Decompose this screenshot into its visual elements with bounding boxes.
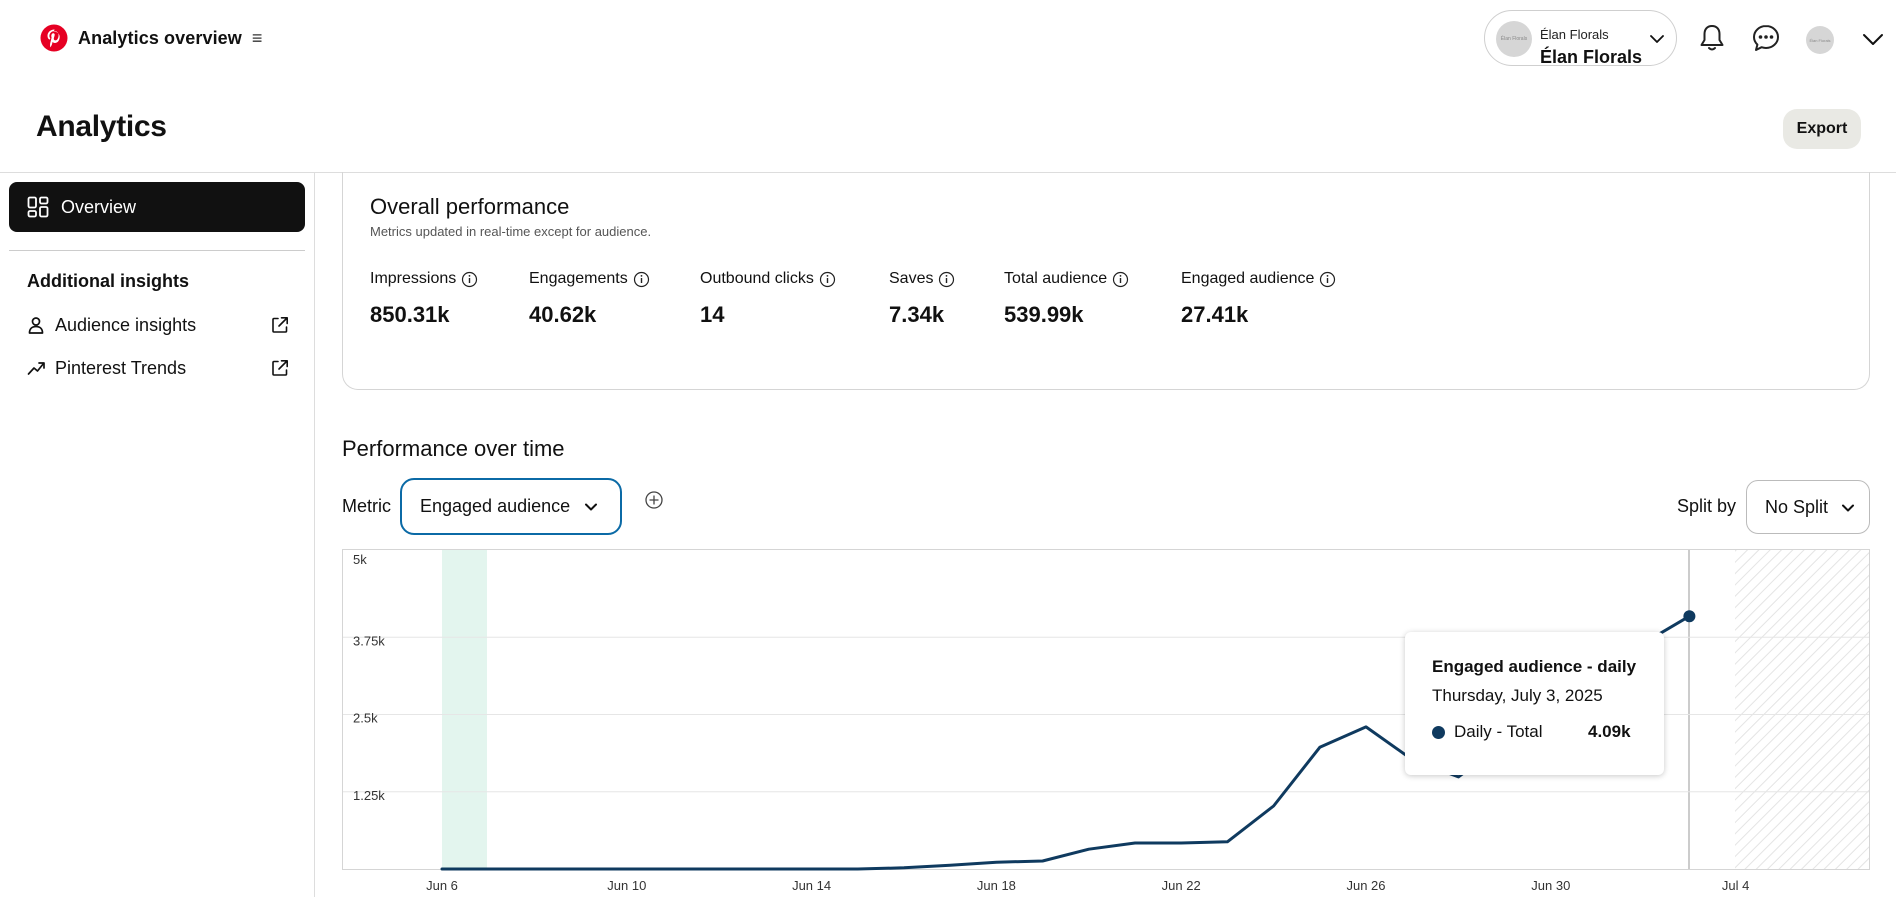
metric-value: 850.31k (370, 302, 450, 327)
page-title: Analytics (36, 110, 167, 143)
y-tick-label: 2.5k (353, 711, 378, 726)
sidebar-item-label: Overview (61, 196, 137, 217)
bell-icon (1700, 25, 1724, 51)
metric-saves: Saves 7.34k (889, 270, 955, 328)
chevron-down-icon (585, 503, 598, 510)
info-icon[interactable] (633, 271, 650, 288)
metric-value: 14 (700, 302, 725, 327)
split-by-value: No Split (1765, 496, 1829, 517)
chevron-down-icon (1650, 35, 1664, 43)
x-tick-label: Jul 4 (1722, 878, 1749, 893)
external-link-icon (272, 317, 288, 333)
info-icon[interactable] (819, 271, 836, 288)
chat-icon (1753, 25, 1779, 51)
series-dot-icon (1432, 726, 1445, 739)
trend-icon (27, 362, 45, 375)
tooltip-date: Thursday, July 3, 2025 (1432, 686, 1603, 705)
overall-performance-subtitle: Metrics updated in real-time except for … (370, 224, 652, 239)
x-tick-label: Jun 14 (792, 878, 831, 893)
y-tick-label: 5k (353, 552, 367, 567)
sidebar-item-pinterest-trends[interactable]: Pinterest Trends (27, 353, 289, 383)
export-button[interactable]: Export (1783, 109, 1861, 149)
metric-label: Engagements (529, 270, 628, 287)
chevron-down-icon (1842, 504, 1854, 512)
metric-label: Engaged audience (1181, 270, 1315, 287)
user-avatar[interactable]: Élan Florals (1806, 26, 1834, 54)
metric-label: Saves (889, 270, 934, 287)
metric-value: 40.62k (529, 302, 597, 327)
metric-engagements: Engagements 40.62k (529, 270, 650, 328)
tooltip-value: 4.09k (1588, 722, 1631, 741)
info-icon[interactable] (1112, 271, 1129, 288)
person-icon (28, 317, 44, 334)
app-title: Analytics overview (78, 27, 242, 48)
sidebar-item-audience-insights[interactable]: Audience insights (27, 310, 289, 340)
sidebar-item-label: Audience insights (55, 314, 197, 335)
y-tick-label: 3.75k (353, 633, 385, 648)
metric-label: Total audience (1004, 270, 1108, 287)
overall-performance-title: Overall performance (370, 194, 570, 219)
notifications-button[interactable] (1692, 18, 1732, 58)
overall-performance-card (342, 172, 1870, 390)
metric-value: 7.34k (889, 302, 945, 327)
metric-select-label: Metric (342, 496, 391, 516)
chart-highlight-band (442, 550, 487, 869)
external-link-icon (272, 360, 288, 376)
chart-tooltip: Engaged audience - daily Thursday, July … (1405, 632, 1664, 775)
future-hatch-area (1735, 550, 1869, 869)
add-metric-icon[interactable] (644, 490, 664, 510)
brand: Analytics overview ≡ (40, 24, 262, 52)
metric-value: 27.41k (1181, 302, 1249, 327)
info-icon[interactable] (938, 271, 955, 288)
sidebar-item-label: Pinterest Trends (55, 357, 187, 378)
metric-select-value: Engaged audience (420, 496, 571, 516)
pinterest-logo-icon[interactable] (40, 24, 68, 52)
avatar-logo-text: Élan Florals (1809, 37, 1831, 43)
x-tick-label: Jun 22 (1162, 878, 1201, 893)
header-divider (0, 172, 1896, 173)
y-tick-label: 1.25k (353, 788, 385, 803)
metric-select[interactable]: Engaged audience (400, 478, 622, 535)
metric-label: Impressions (370, 270, 457, 287)
metric-outbound-clicks: Outbound clicks 14 (700, 270, 836, 328)
performance-over-time-title: Performance over time (342, 436, 565, 461)
x-tick-label: Jun 18 (977, 878, 1016, 893)
account-avatar: Élan Florals (1496, 21, 1532, 57)
sidebar-divider (9, 250, 305, 251)
metric-value: 539.99k (1004, 302, 1084, 327)
split-by-select[interactable]: No Split (1746, 480, 1870, 534)
metric-impressions: Impressions 850.31k (370, 270, 478, 328)
data-point-marker (1683, 610, 1696, 623)
dashboard-icon (27, 196, 49, 218)
account-name: Élan Florals (1540, 47, 1643, 67)
sidebar-item-overview[interactable]: Overview (9, 182, 305, 232)
sidebar-divider (314, 173, 315, 897)
top-bar: Analytics overview ≡ Élan Florals Élan F… (0, 0, 1896, 78)
metric-total-audience: Total audience 539.99k (1004, 270, 1129, 328)
menu-icon[interactable]: ≡ (251, 28, 263, 48)
x-tick-label: Jun 30 (1531, 878, 1570, 893)
account-sub-label: Élan Florals (1540, 27, 1609, 42)
sidebar-section-title: Additional insights (27, 271, 189, 291)
x-tick-label: Jun 6 (426, 878, 458, 893)
chevron-down-icon[interactable] (1862, 30, 1884, 50)
account-switcher[interactable]: Élan Florals Élan Florals Élan Florals (1484, 10, 1677, 67)
split-by-label: Split by (1677, 496, 1737, 516)
avatar-logo-text: Élan Florals (1500, 36, 1528, 42)
x-tick-label: Jun 26 (1346, 878, 1385, 893)
tooltip-series-label: Daily - Total (1454, 722, 1543, 741)
metric-engaged-audience: Engaged audience 27.41k (1181, 270, 1336, 328)
metric-label: Outbound clicks (700, 270, 814, 287)
x-tick-label: Jun 10 (607, 878, 646, 893)
info-icon[interactable] (1319, 271, 1336, 288)
messages-button[interactable] (1746, 18, 1786, 58)
info-icon[interactable] (461, 271, 478, 288)
tooltip-title: Engaged audience - daily (1432, 657, 1637, 676)
